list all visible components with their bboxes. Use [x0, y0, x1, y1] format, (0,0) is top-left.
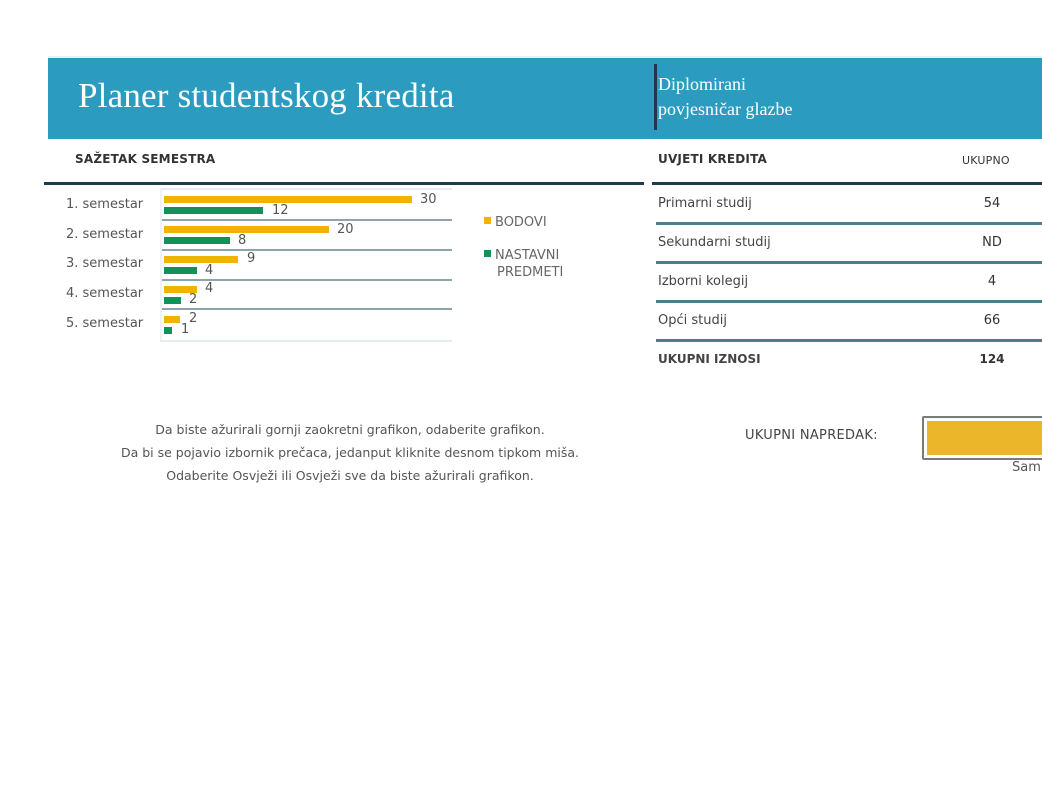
table-row: Izborni kolegij 4 [656, 264, 1042, 303]
help-line: Odaberite Osvježi ili Osvježi sve da bis… [166, 468, 534, 483]
total-label: UKUPNI IZNOSI [658, 352, 761, 366]
row-divider [656, 261, 1042, 264]
category-label: 5. semestar [66, 316, 144, 331]
credit-terms-heading: UVJETI KREDITA [658, 152, 768, 166]
bar-bodovi[interactable] [164, 316, 180, 323]
bar-predmeti[interactable] [164, 207, 263, 214]
row-value: 54 [983, 196, 1001, 211]
legend-swatch-gold [484, 217, 491, 224]
row-separator [162, 219, 452, 221]
semester-pivot-chart[interactable] [160, 188, 452, 342]
subtitle-line-1: Diplomirani [658, 74, 746, 94]
chart-frame-left [160, 188, 162, 342]
row-value: ND [982, 235, 1002, 250]
row-separator [162, 279, 452, 281]
legend-item-bodovi: BODOVI [484, 214, 547, 231]
bar-value: 2 [189, 292, 198, 307]
degree-subtitle: Diplomirani povjesničar glazbe [658, 72, 792, 122]
row-label: Sekundarni studij [658, 235, 771, 250]
help-line: Da biste ažurirali gornji zaokretni graf… [155, 422, 545, 437]
overall-progress-bar [922, 416, 1042, 460]
bar-predmeti[interactable] [164, 327, 172, 334]
credit-heading-rule [652, 182, 1042, 185]
row-label: Primarni studij [658, 196, 752, 211]
row-separator [162, 308, 452, 310]
total-column-header: UKUPNO [962, 154, 1010, 167]
bar-value: 4 [205, 281, 214, 296]
legend-item-predmeti: NASTAVNI PREDMETI [484, 247, 563, 281]
bar-value: 20 [337, 222, 354, 237]
progress-note: Sam [1012, 460, 1041, 475]
bar-value: 2 [189, 311, 198, 326]
category-label: 1. semestar [66, 197, 144, 212]
header-banner: Planer studentskog kredita Diplomirani p… [48, 56, 1042, 139]
subtitle-line-2: povjesničar glazbe [658, 99, 793, 119]
table-row: Primarni studij 54 [656, 186, 1042, 225]
page-title: Planer studentskog kredita [78, 76, 455, 115]
category-label: 2. semestar [66, 227, 144, 242]
bar-value: 4 [205, 263, 214, 278]
bar-predmeti[interactable] [164, 267, 197, 274]
total-value: 124 [979, 352, 1005, 366]
subtitle-accent-bar [654, 64, 657, 130]
row-label: Opći studij [658, 313, 727, 328]
bar-bodovi[interactable] [164, 286, 197, 293]
row-divider [656, 222, 1042, 225]
semester-summary-heading: SAŽETAK SEMESTRA [75, 152, 216, 166]
overall-progress-label: UKUPNI NAPREDAK: [745, 428, 878, 443]
table-row: Sekundarni studij ND [656, 225, 1042, 264]
row-label: Izborni kolegij [658, 274, 749, 289]
table-row: Opći studij 66 [656, 303, 1042, 342]
help-line: Da bi se pojavio izbornik prečaca, jedan… [120, 445, 579, 460]
bar-bodovi[interactable] [164, 226, 329, 233]
bar-value: 8 [238, 233, 247, 248]
legend-swatch-green [484, 250, 491, 257]
bar-value: 30 [420, 192, 437, 207]
row-divider [656, 339, 1042, 342]
bar-bodovi[interactable] [164, 196, 412, 203]
bar-value: 9 [247, 251, 256, 266]
chart-frame-top [160, 188, 452, 190]
progress-fill [927, 421, 1042, 455]
semester-heading-rule [44, 182, 644, 185]
bar-value: 12 [272, 203, 289, 218]
row-separator [162, 249, 452, 251]
category-label: 3. semestar [66, 256, 144, 271]
row-divider [656, 300, 1042, 303]
bar-value: 1 [181, 322, 190, 337]
category-label: 4. semestar [66, 286, 144, 301]
table-total-row: UKUPNI IZNOSI 124 [656, 342, 1042, 381]
row-value: 4 [987, 274, 997, 289]
legend-label: PREDMETI [497, 265, 564, 280]
bar-predmeti[interactable] [164, 237, 230, 244]
bar-bodovi[interactable] [164, 256, 238, 263]
chart-help-text: Da biste ažurirali gornji zaokretni graf… [70, 418, 630, 487]
row-value: 66 [983, 313, 1001, 328]
bar-predmeti[interactable] [164, 297, 181, 304]
legend-label: NASTAVNI [495, 248, 560, 263]
legend-label: BODOVI [495, 215, 547, 230]
chart-frame-bottom [160, 340, 452, 342]
